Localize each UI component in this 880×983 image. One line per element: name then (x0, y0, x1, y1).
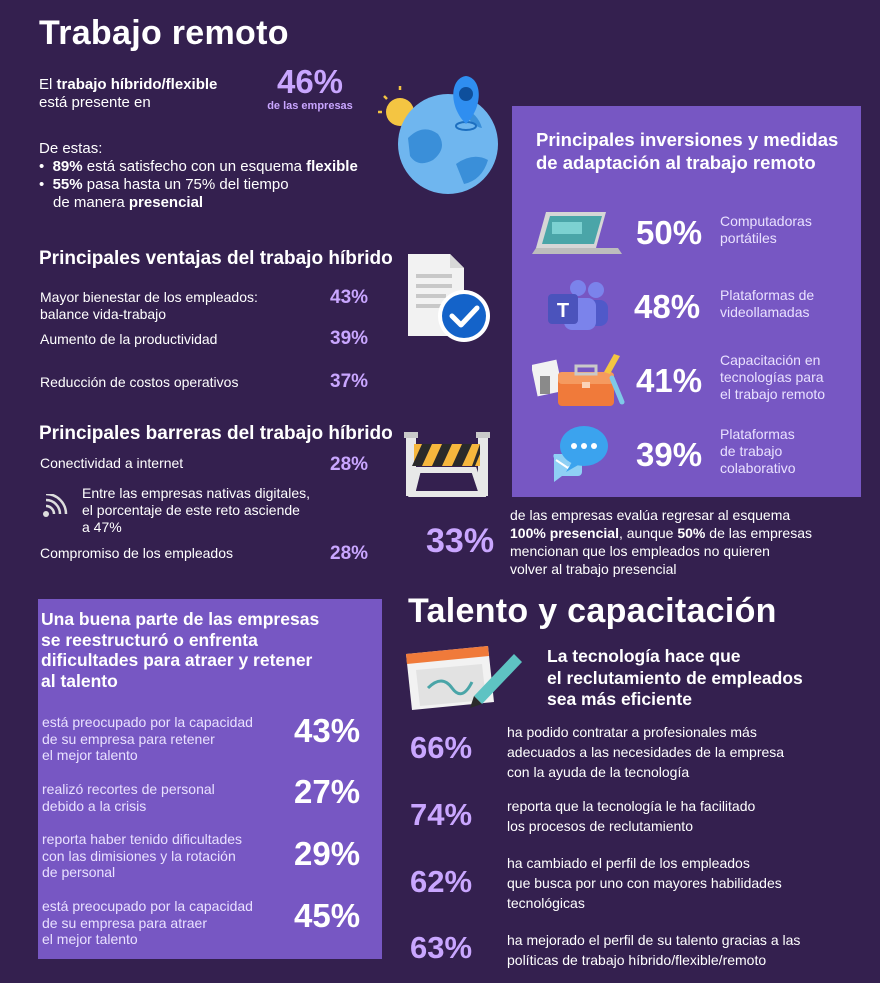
talent-pct-2: 74% (410, 797, 473, 832)
talent-item-4: ha mejorado el perfil de su talento grac… (507, 932, 801, 968)
retention-item-1: está preocupado por la capacidad de su e… (42, 714, 253, 763)
hybrid-pct-caption: de las empresas (267, 100, 353, 112)
retention-pct-1: 43% (294, 712, 361, 749)
hybrid-presence-text: El trabajo híbrido/flexible está present… (39, 76, 218, 111)
retention-pct-3: 29% (294, 835, 361, 872)
talent-pct-3: 62% (410, 864, 473, 899)
advantage-pct-1: 43% (330, 287, 369, 308)
video-call-app-icon: T (548, 280, 608, 330)
talent-item-1: ha podido contratar a profesionales más … (507, 724, 785, 780)
talent-retention-title: Una buena parte de las empresas se reest… (41, 609, 320, 691)
laptop-icon (532, 212, 622, 254)
investment-label-4: Plataformas de trabajo colaborativo (720, 426, 796, 476)
retention-item-3: reporta haber tenido dificultades con la… (42, 831, 243, 880)
training-toolkit-icon (532, 354, 625, 406)
retention-pct-4: 45% (294, 897, 361, 934)
investment-pct-4: 39% (636, 436, 703, 473)
advantage-label-2: Aumento de la productividad (40, 331, 218, 347)
advantages-title: Principales ventajas del trabajo híbrido (39, 248, 393, 269)
talent-item-2: reporta que la tecnología le ha facilita… (507, 798, 756, 834)
section-title-remote: Trabajo remoto (39, 14, 289, 52)
wifi-signal-icon (43, 494, 68, 517)
svg-text:T: T (557, 300, 569, 322)
barriers-title: Principales barreras del trabajo híbrido (39, 423, 393, 444)
retention-item-4: está preocupado por la capacidad de su e… (42, 898, 253, 947)
retention-pct-2: 27% (294, 773, 361, 810)
talent-retention-panel (38, 599, 382, 959)
tablet-pen-icon (406, 646, 522, 710)
talent-item-3: ha cambiado el perfil de los empleados q… (507, 855, 782, 911)
investment-pct-1: 50% (636, 214, 703, 251)
advantage-label-1: Mayor bienestar de los empleados: balanc… (40, 289, 258, 322)
globe-location-icon (378, 76, 498, 194)
section-title-talent: Talento y capacitación (408, 592, 777, 630)
talent-pct-1: 66% (410, 730, 473, 765)
return-pct: 33% (426, 522, 495, 560)
talent-pct-4: 63% (410, 930, 473, 965)
of-these-block: De estas: • 89% está satisfecho con un e… (39, 140, 358, 211)
chat-bubbles-icon (553, 426, 608, 482)
investment-pct-3: 41% (636, 362, 703, 399)
barrier-label-2: Compromiso de los empleados (40, 545, 233, 561)
document-check-icon (408, 254, 490, 342)
investment-label-2: Plataformas de videollamadas (720, 287, 815, 320)
hybrid-pct: 46% (276, 63, 344, 100)
barrier-pct-2: 28% (330, 543, 369, 564)
investment-label-1: Computadoras portátiles (720, 213, 812, 246)
digital-natives-note: Entre las empresas nativas digitales, el… (82, 485, 310, 535)
return-text: de las empresas evalúa regresar al esque… (510, 507, 812, 577)
investment-label-3: Capacitación en tecnologías para el trab… (720, 352, 826, 402)
barrier-pct-1: 28% (330, 454, 369, 475)
hybrid-stat: 46% de las empresas (262, 63, 358, 113)
investments-title: Principales inversiones y medidas de ada… (536, 129, 839, 173)
advantage-label-3: Reducción de costos operativos (40, 374, 239, 390)
advantage-pct-3: 37% (330, 371, 369, 392)
advantage-pct-2: 39% (330, 328, 369, 349)
barrier-label-1: Conectividad a internet (40, 455, 184, 471)
talent-subtitle: La tecnología hace que el reclutamiento … (547, 646, 803, 709)
investment-pct-2: 48% (634, 288, 701, 325)
retention-item-2: realizó recortes de personal debido a la… (42, 781, 215, 814)
roadblock-icon (404, 432, 490, 497)
